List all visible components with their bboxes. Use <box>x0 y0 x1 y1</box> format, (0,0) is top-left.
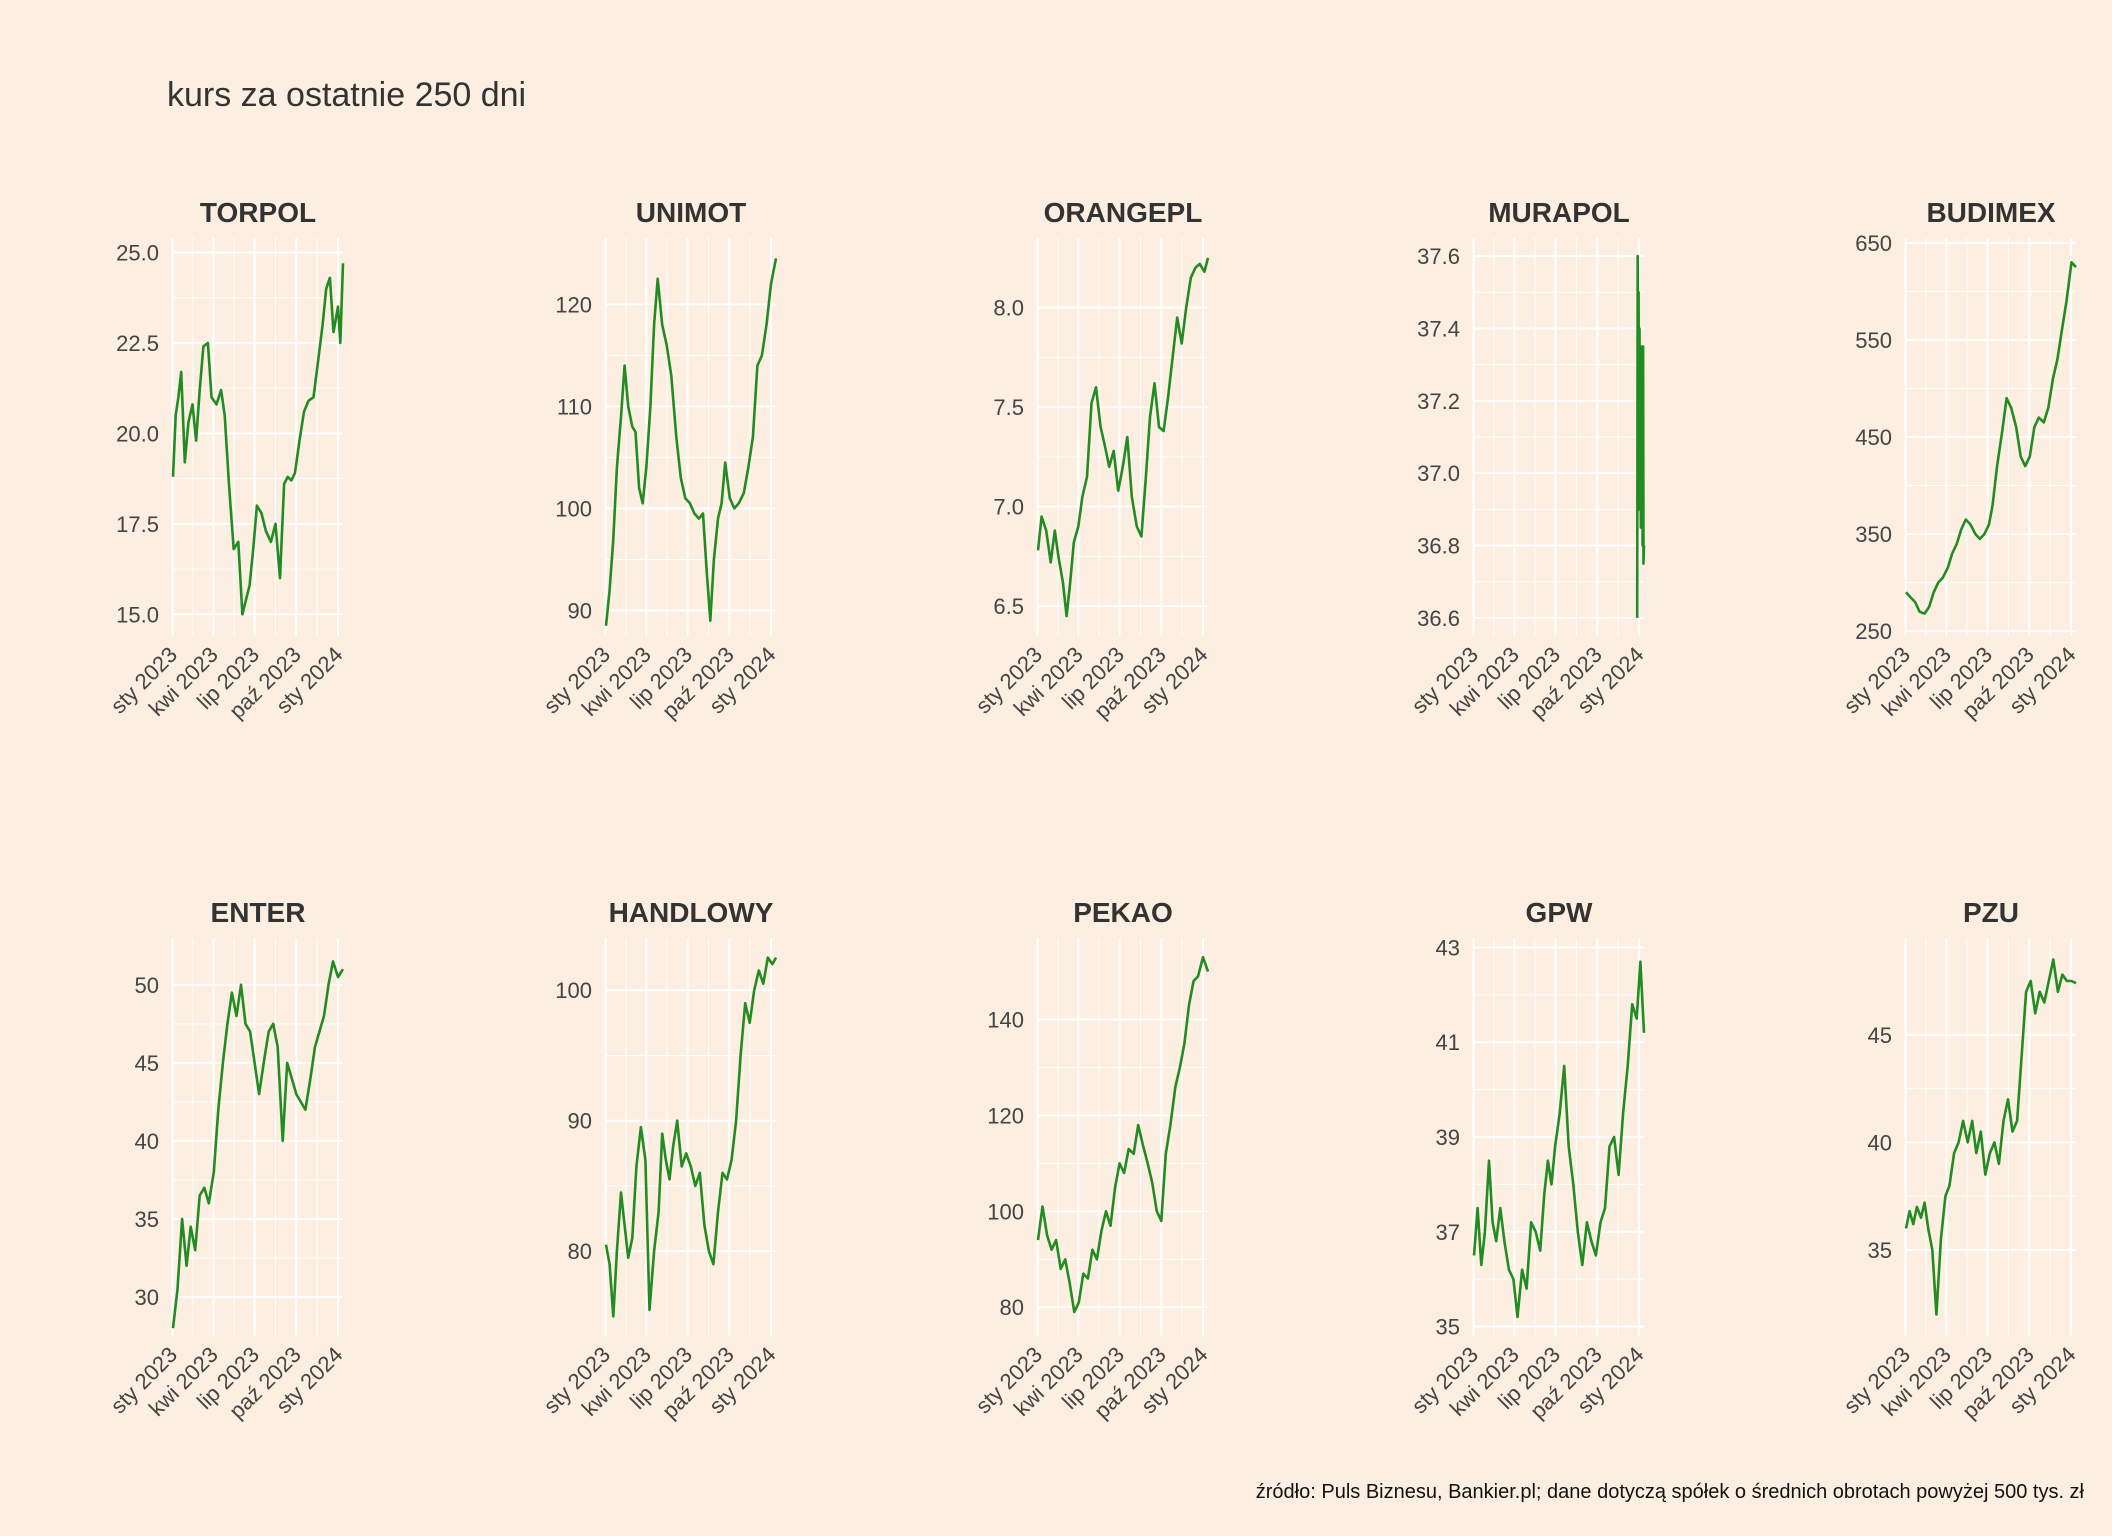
panel-title: BUDIMEX <box>1926 197 2055 228</box>
y-tick-label: 550 <box>1855 328 1892 353</box>
y-tick-label: 90 <box>568 1109 592 1134</box>
y-tick-label: 90 <box>568 598 592 623</box>
series-line-gpw <box>1472 960 1646 1319</box>
y-tick-label: 7.0 <box>993 495 1024 520</box>
series-line-handlowy <box>604 956 778 1318</box>
y-tick-label: 6.5 <box>993 594 1024 619</box>
series-line-budimex <box>1905 260 2077 616</box>
y-tick-label: 450 <box>1855 425 1892 450</box>
panel-title: MURAPOL <box>1488 197 1630 228</box>
y-tick-label: 20.0 <box>116 421 159 446</box>
series-line-murapol <box>1635 254 1646 618</box>
series-line-pekao <box>1036 955 1210 1314</box>
panel-title: PEKAO <box>1073 897 1173 928</box>
y-tick-label: 120 <box>987 1103 1024 1128</box>
chart-title: kurs za ostatnie 250 dni <box>167 76 527 114</box>
y-tick-label: 43 <box>1436 935 1460 960</box>
panel-title: TORPOL <box>200 197 316 228</box>
y-tick-label: 35 <box>1436 1315 1460 1340</box>
y-tick-label: 100 <box>987 1199 1024 1224</box>
y-tick-label: 39 <box>1436 1125 1460 1150</box>
y-tick-label: 37.2 <box>1417 389 1460 414</box>
series-line-torpol <box>171 263 345 616</box>
y-tick-label: 120 <box>555 292 592 317</box>
y-tick-label: 17.5 <box>116 512 159 537</box>
y-tick-label: 22.5 <box>116 331 159 356</box>
y-tick-label: 25.0 <box>116 240 159 265</box>
y-tick-label: 110 <box>557 394 592 419</box>
y-tick-label: 45 <box>1868 1023 1892 1048</box>
y-tick-label: 30 <box>135 1285 159 1310</box>
series-line-unimot <box>604 258 778 626</box>
panel-title: ENTER <box>211 897 306 928</box>
y-tick-label: 15.0 <box>116 602 159 627</box>
panel-title: ORANGEPL <box>1044 197 1203 228</box>
y-tick-label: 80 <box>568 1239 592 1264</box>
panel-title: HANDLOWY <box>609 897 774 928</box>
panel-title: PZU <box>1963 897 2019 928</box>
y-tick-label: 36.8 <box>1417 534 1460 559</box>
y-tick-label: 41 <box>1436 1030 1460 1055</box>
y-tick-label: 650 <box>1855 231 1892 256</box>
panel-title: GPW <box>1526 897 1593 928</box>
y-tick-label: 250 <box>1855 619 1892 644</box>
y-tick-label: 100 <box>555 978 592 1003</box>
y-tick-label: 45 <box>135 1051 159 1076</box>
y-tick-label: 35 <box>135 1207 159 1232</box>
series-line-pzu <box>1904 958 2077 1316</box>
y-tick-label: 7.5 <box>993 395 1024 420</box>
y-tick-label: 100 <box>555 496 592 521</box>
y-tick-label: 40 <box>1868 1130 1892 1155</box>
y-tick-label: 350 <box>1855 522 1892 547</box>
y-tick-label: 40 <box>135 1129 159 1154</box>
y-tick-label: 8.0 <box>993 296 1024 321</box>
panel-title: UNIMOT <box>636 197 746 228</box>
y-tick-label: 36.6 <box>1417 606 1460 631</box>
source-caption: źródło: Puls Biznesu, Bankier.pl; dane d… <box>1255 1481 2084 1503</box>
y-tick-label: 80 <box>1000 1295 1024 1320</box>
y-tick-label: 37.4 <box>1417 316 1460 341</box>
series-line-orangepl <box>1036 257 1210 618</box>
y-tick-label: 37.6 <box>1417 244 1460 269</box>
y-tick-label: 50 <box>135 973 159 998</box>
y-tick-label: 37 <box>1436 1220 1460 1245</box>
y-tick-label: 140 <box>987 1008 1024 1033</box>
y-tick-label: 35 <box>1868 1238 1892 1263</box>
y-tick-label: 37.0 <box>1417 461 1460 486</box>
series-line-enter <box>171 960 345 1329</box>
